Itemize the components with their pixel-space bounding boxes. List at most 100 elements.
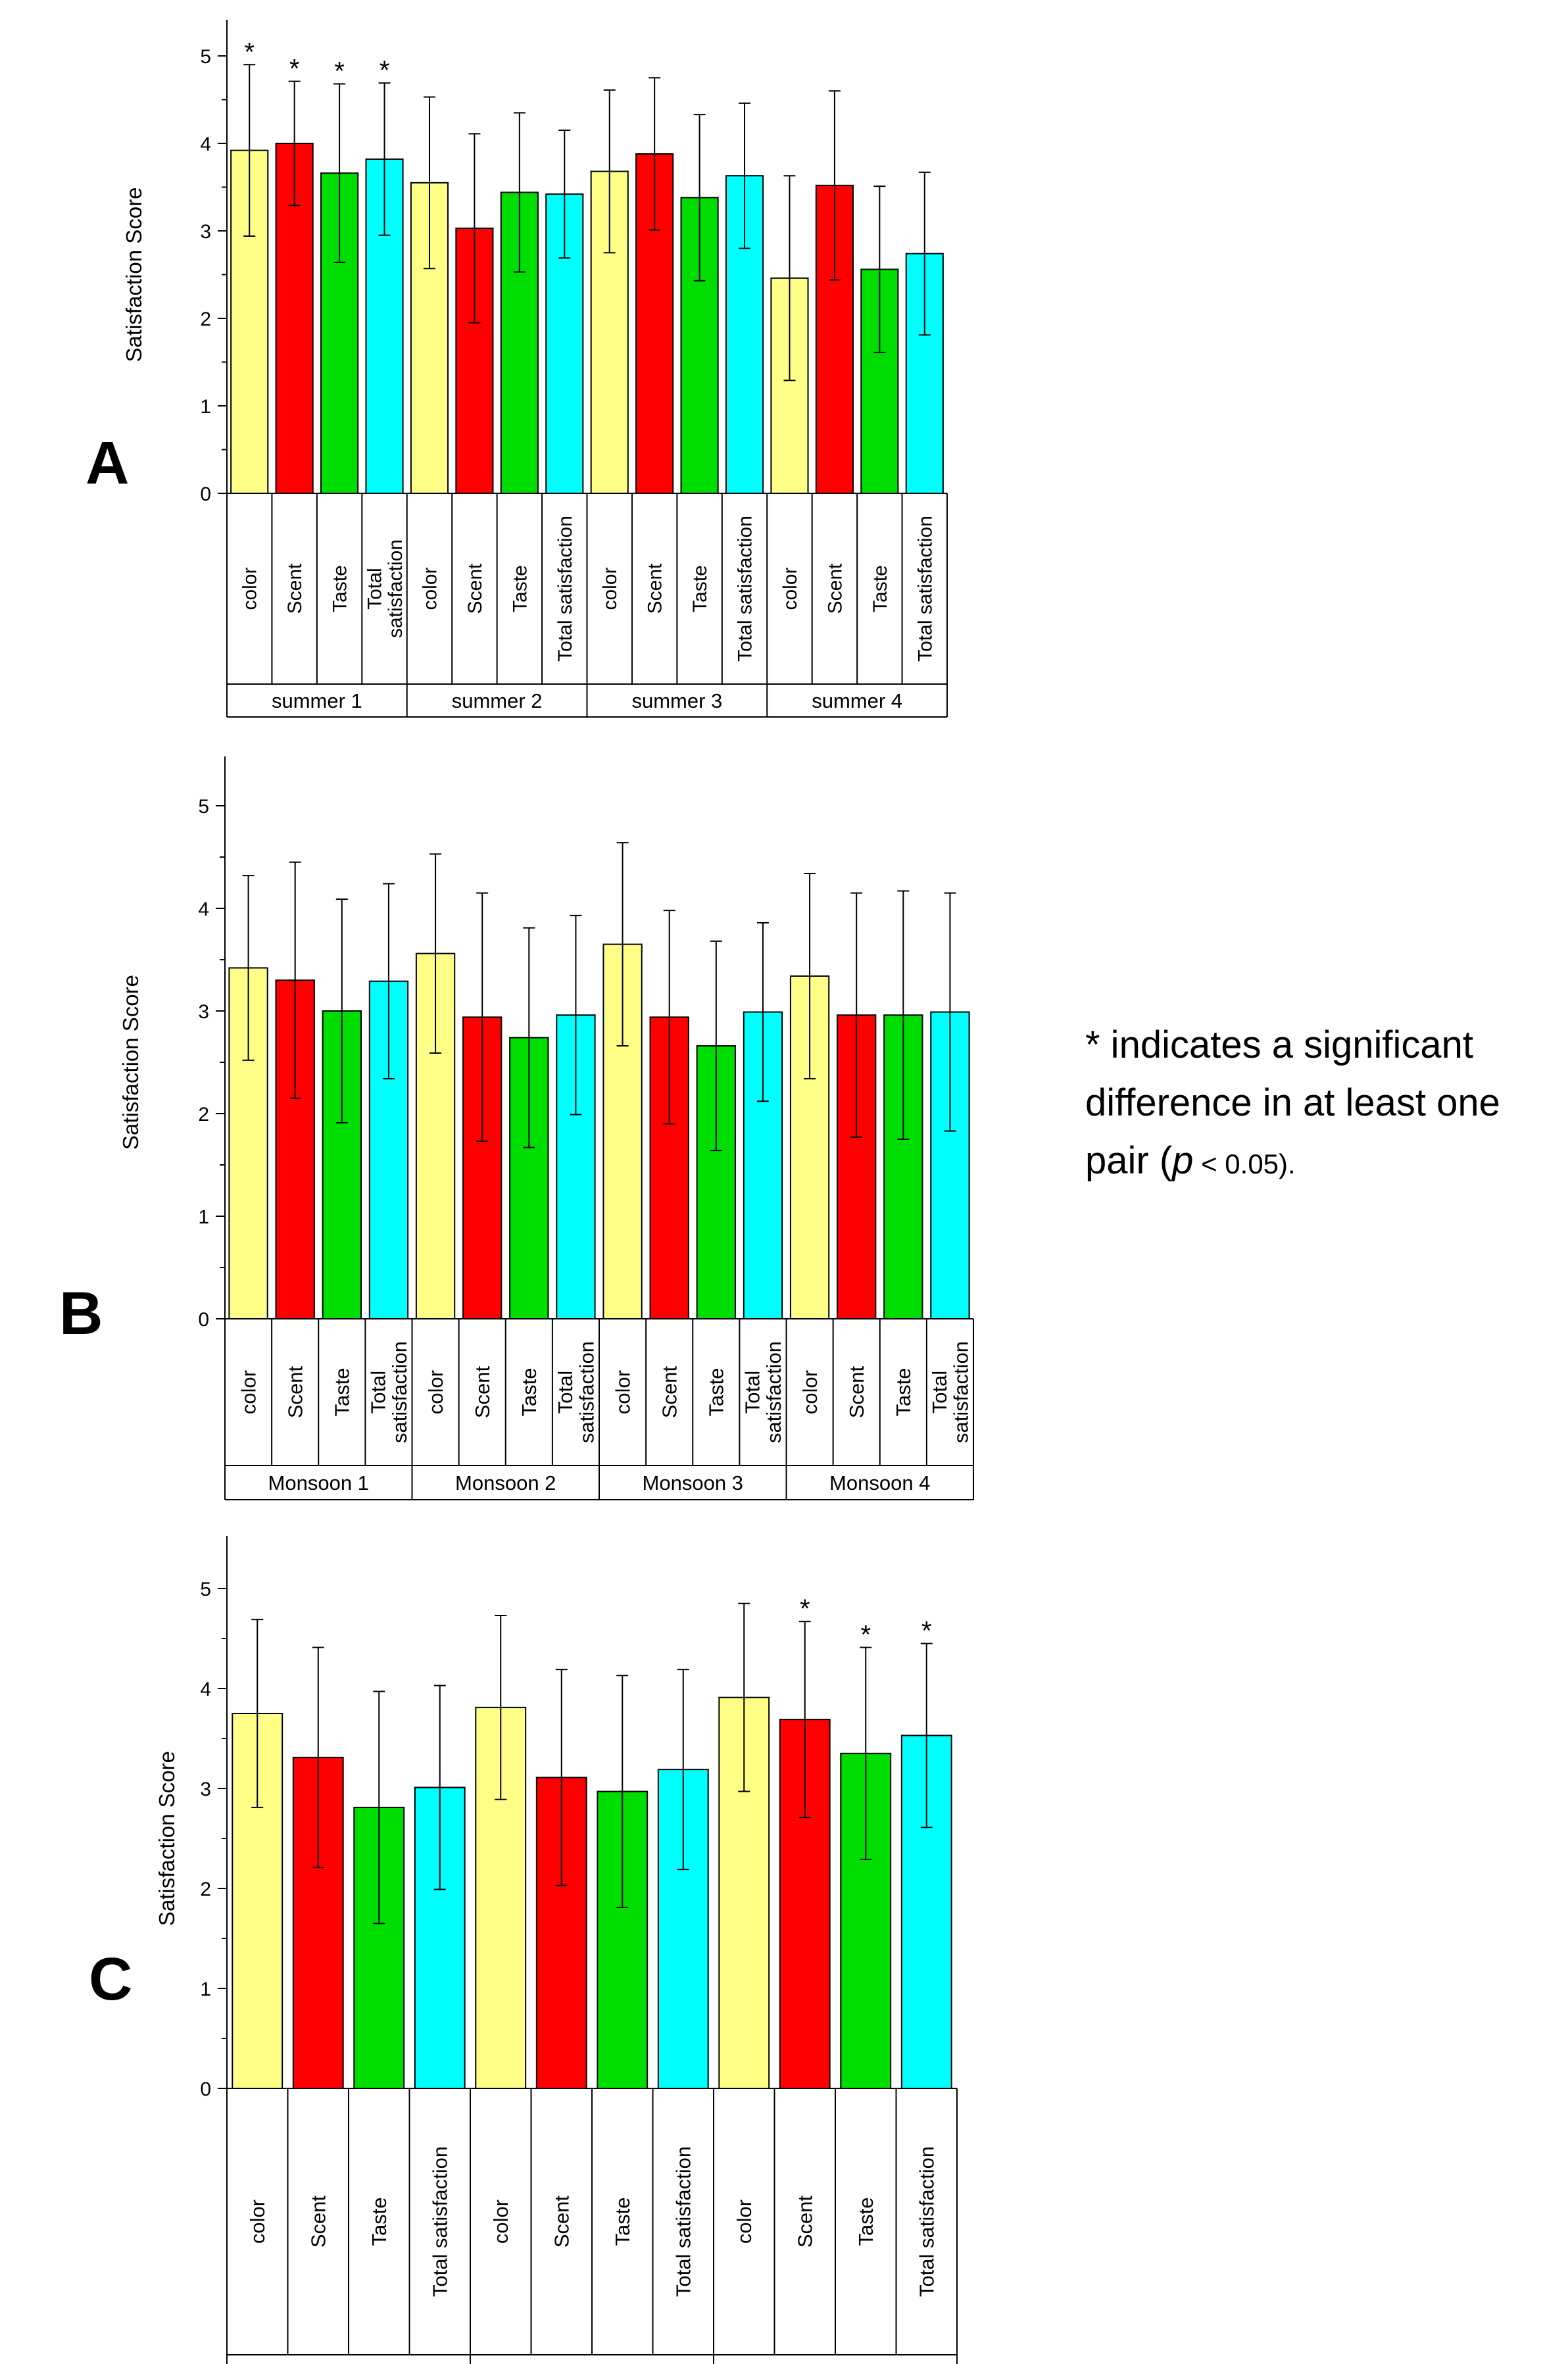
category-label-line: Scent <box>464 563 486 614</box>
significance-star: * <box>334 57 345 86</box>
significance-star: * <box>380 56 390 85</box>
note-line-1: * indicates a significant <box>1085 1023 1473 1066</box>
category-label-line: Taste <box>870 565 891 612</box>
category-label-line: Total satisfaction <box>735 516 756 662</box>
category-label: Taste <box>892 1367 915 1416</box>
y-tick-label: 3 <box>200 1779 211 1800</box>
bar <box>770 277 809 494</box>
note-line-2: difference in at least one <box>1085 1081 1500 1124</box>
significance-star: * <box>800 1594 810 1623</box>
category-label-line: satisfaction <box>576 1341 599 1443</box>
category-label-line: color <box>239 567 261 610</box>
category-label: Scent <box>284 1366 307 1418</box>
group-label: summer 2 <box>452 689 543 712</box>
y-axis-label: Satisfaction Score <box>118 975 143 1150</box>
category-label-line: satisfaction <box>388 1341 411 1443</box>
category-label-line: Scent <box>645 563 666 614</box>
group-label: summer 1 <box>272 689 362 712</box>
category-label-line: color <box>489 2200 512 2244</box>
y-tick-label: 4 <box>198 899 209 920</box>
category-label: Taste <box>611 2197 634 2246</box>
category-label-line: Taste <box>611 2197 634 2246</box>
category-label: color <box>246 2200 269 2244</box>
category-label: Totalsatisfaction <box>367 1341 412 1443</box>
y-tick-label: 2 <box>200 308 211 330</box>
y-tick-label: 5 <box>200 1579 211 1600</box>
category-label: Scent <box>551 2195 574 2248</box>
category-label-line: Taste <box>689 565 711 612</box>
y-axis-label: Satisfaction Score <box>122 187 146 362</box>
category-label-line: color <box>419 567 441 610</box>
y-tick-label: 2 <box>198 1104 209 1125</box>
category-label: color <box>419 567 441 610</box>
significance-note: * indicates a significant difference in … <box>1085 1016 1559 1193</box>
category-label: Taste <box>509 565 531 612</box>
y-tick-label: 4 <box>200 1679 211 1700</box>
category-label-line: Scent <box>658 1366 681 1418</box>
category-label-line: Total <box>364 568 385 609</box>
significance-star: * <box>921 1617 932 1646</box>
category-label-line: color <box>424 1370 447 1414</box>
group-label: Monsoon 4 <box>829 1471 930 1494</box>
category-label-line: Scent <box>471 1366 494 1418</box>
category-label-line: satisfaction <box>385 539 406 638</box>
category-label-line: Taste <box>509 565 531 612</box>
group-label: Monsoon 1 <box>268 1471 369 1494</box>
note-line-3: pair (p < 0.05). <box>1085 1139 1296 1182</box>
category-label: Taste <box>518 1367 541 1416</box>
category-label: Scent <box>307 2195 330 2248</box>
y-tick-label: 5 <box>198 796 209 818</box>
bar <box>230 149 269 494</box>
y-tick-label: 0 <box>198 1309 209 1331</box>
category-label: Totalsatisfaction <box>364 539 406 638</box>
category-label-line: color <box>246 2200 269 2244</box>
bar <box>545 193 584 494</box>
y-tick-label: 3 <box>198 1001 209 1023</box>
category-label-line: satisfaction <box>950 1341 973 1443</box>
group-label: Winter 1 <box>310 2361 386 2364</box>
category-label-line: Taste <box>330 565 351 612</box>
category-label: color <box>733 2200 756 2244</box>
category-label: Taste <box>331 1367 354 1416</box>
category-label: Scent <box>845 1366 868 1418</box>
category-label: color <box>424 1370 447 1414</box>
category-label-line: Taste <box>518 1367 541 1416</box>
category-label-line: Total <box>367 1371 390 1414</box>
category-label-line: Total satisfaction <box>672 2146 695 2297</box>
category-label: Total satisfaction <box>735 516 756 662</box>
category-label: Total satisfaction <box>429 2146 452 2297</box>
category-label: color <box>798 1370 821 1414</box>
category-label-line: Scent <box>824 563 846 614</box>
category-label-line: satisfaction <box>762 1341 785 1443</box>
category-label-line: Total satisfaction <box>916 2146 939 2297</box>
category-label-line: Scent <box>794 2195 817 2248</box>
category-label-line: color <box>611 1370 634 1414</box>
category-label: Taste <box>330 565 351 612</box>
y-axis-label: Satisfaction Score <box>155 1751 179 1926</box>
bar <box>657 1769 709 2090</box>
significance-star: * <box>244 37 255 66</box>
category-label: Totalsatisfaction <box>554 1341 599 1443</box>
y-tick-label: 3 <box>200 221 211 243</box>
category-label-line: Total <box>928 1371 951 1414</box>
panel-a: A 0 1 2 3 4 5 Satisfaction Score * color * Scent * Ta… <box>86 20 948 718</box>
category-label-line: Scent <box>307 2195 330 2248</box>
category-label: Scent <box>824 563 846 614</box>
group-label: Winter 3 <box>797 2361 873 2364</box>
category-label-line: Scent <box>284 1366 307 1418</box>
panel-b: B 0 1 2 3 4 5 Satisfaction Score color Scent Taste… <box>59 756 974 1500</box>
category-label: Scent <box>464 563 486 614</box>
category-label: Taste <box>854 2197 877 2246</box>
significance-star: * <box>289 55 300 84</box>
bar <box>815 184 854 494</box>
category-label: Scent <box>658 1366 681 1418</box>
category-label: Totalsatisfaction <box>741 1341 786 1443</box>
category-label: Scent <box>645 563 666 614</box>
category-label-line: color <box>237 1370 260 1414</box>
category-label-line: Scent <box>284 563 306 614</box>
category-label-line: color <box>599 567 621 610</box>
category-label-line: color <box>798 1370 821 1414</box>
category-label-line: Scent <box>845 1366 868 1418</box>
panel-letter: C <box>89 1946 132 2013</box>
